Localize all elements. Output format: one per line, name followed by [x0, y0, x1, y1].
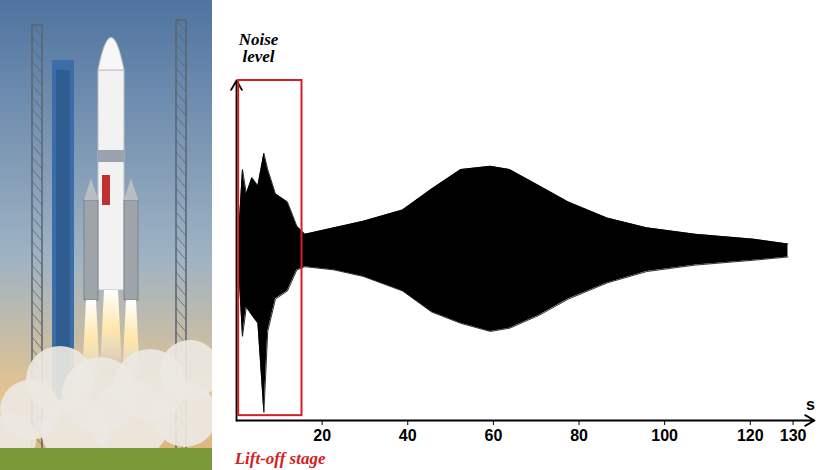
svg-text:130: 130 — [780, 427, 807, 444]
svg-text:120: 120 — [737, 427, 764, 444]
svg-text:60: 60 — [484, 427, 502, 444]
svg-text:s: s — [806, 396, 815, 413]
svg-text:Noiselevel: Noiselevel — [238, 30, 279, 66]
svg-text:Lift-off stage: Lift-off stage — [234, 449, 326, 468]
svg-text:80: 80 — [570, 427, 588, 444]
svg-text:20: 20 — [313, 427, 331, 444]
svg-text:100: 100 — [651, 427, 678, 444]
svg-text:40: 40 — [399, 427, 417, 444]
